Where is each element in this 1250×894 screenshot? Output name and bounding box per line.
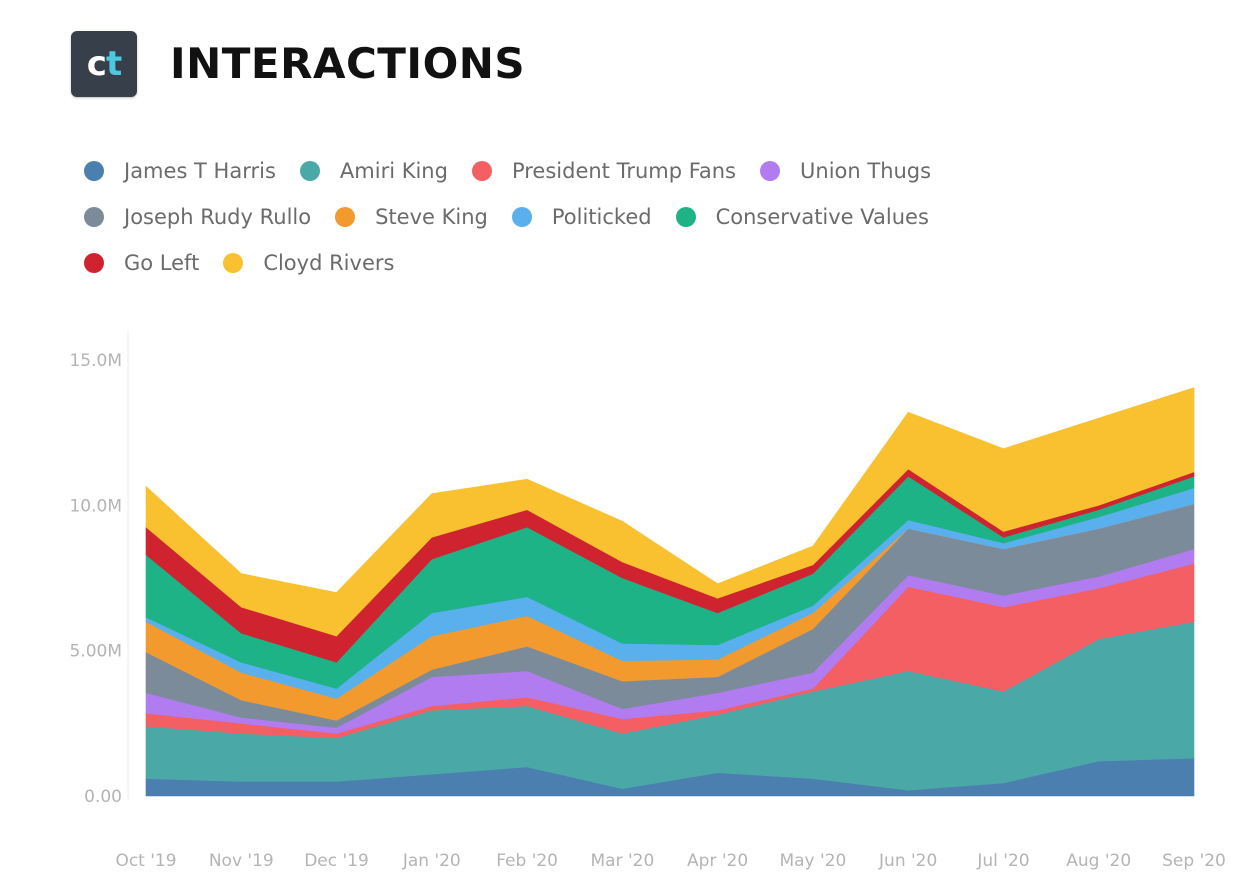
legend-dot (299, 161, 320, 181)
legend-item-go-left[interactable]: Go Left (84, 251, 199, 275)
x-tick-label: Sep '20 (1162, 851, 1226, 871)
legend-item-cloyd-rivers[interactable]: Cloyd Rivers (223, 251, 394, 275)
legend-item-conservative-values[interactable]: Conservative Values (675, 205, 929, 229)
legend-label: President Trump Fans (511, 159, 737, 183)
chart-legend: James T Harris Amiri King President Trum… (84, 148, 1084, 286)
legend-label: Politicked (551, 205, 652, 229)
logo-text: ct (86, 44, 122, 84)
legend-label: Union Thugs (800, 159, 932, 183)
x-tick-label: Jul '20 (976, 851, 1029, 871)
legend-dot (675, 207, 696, 227)
legend-item-president-trump-fans[interactable]: President Trump Fans (471, 159, 737, 183)
y-axis-ticks: 0.00 5.00M 10.0M 15.0M (69, 351, 122, 807)
legend-dot (335, 207, 356, 227)
x-tick-label: May '20 (779, 851, 846, 871)
legend-row: Go Left Cloyd Rivers (84, 240, 1084, 286)
legend-label: Cloyd Rivers (263, 251, 395, 275)
y-tick-label: 10.0M (69, 496, 122, 516)
x-tick-label: Nov '19 (209, 851, 274, 871)
logo-letter-c: c (86, 44, 107, 84)
legend-dot (84, 161, 104, 181)
legend-label: Amiri King (339, 159, 448, 183)
legend-item-politicked[interactable]: Politicked (511, 205, 652, 229)
area-series-group (145, 387, 1195, 797)
legend-item-james-t-harris[interactable]: James T Harris (84, 159, 276, 183)
legend-label: Conservative Values (715, 205, 929, 229)
legend-dot (84, 253, 104, 273)
x-axis-ticks: Oct '19 Nov '19 Dec '19 Jan '20 Feb '20 Mar '… (115, 851, 1225, 871)
legend-label: James T Harris (124, 159, 276, 183)
y-tick-label: 5.00M (69, 642, 122, 662)
x-tick-label: Dec '19 (304, 851, 369, 871)
logo-letter-t: t (105, 44, 122, 84)
x-tick-label: Aug '20 (1066, 851, 1131, 871)
area-cloyd-rivers[interactable] (145, 387, 1195, 637)
legend-label: Steve King (375, 205, 488, 229)
y-tick-label: 15.0M (69, 351, 122, 371)
x-tick-label: Jun '20 (878, 851, 937, 871)
legend-dot (223, 253, 244, 273)
legend-dot (511, 207, 532, 227)
legend-label: Joseph Rudy Rullo (124, 205, 312, 229)
x-tick-label: Apr '20 (687, 851, 748, 871)
legend-item-joseph-rudy-rullo[interactable]: Joseph Rudy Rullo (84, 205, 311, 229)
x-tick-label: Oct '19 (115, 851, 176, 871)
legend-dot (84, 207, 104, 227)
legend-label: Go Left (124, 251, 200, 275)
legend-dot (471, 161, 492, 181)
x-tick-label: Mar '20 (591, 851, 655, 871)
legend-row: Joseph Rudy Rullo Steve King Politicked … (84, 194, 1084, 240)
x-tick-label: Feb '20 (496, 851, 558, 871)
legend-item-steve-king[interactable]: Steve King (335, 205, 488, 229)
legend-item-amiri-king[interactable]: Amiri King (299, 159, 448, 183)
legend-row: James T Harris Amiri King President Trum… (84, 148, 1084, 194)
legend-item-union-thugs[interactable]: Union Thugs (760, 159, 931, 183)
legend-dot (760, 161, 781, 181)
ct-logo: ct (71, 31, 137, 97)
y-tick-label: 0.00 (84, 787, 122, 807)
x-tick-label: Jan '20 (402, 851, 461, 871)
page-title: INTERACTIONS (170, 39, 526, 88)
